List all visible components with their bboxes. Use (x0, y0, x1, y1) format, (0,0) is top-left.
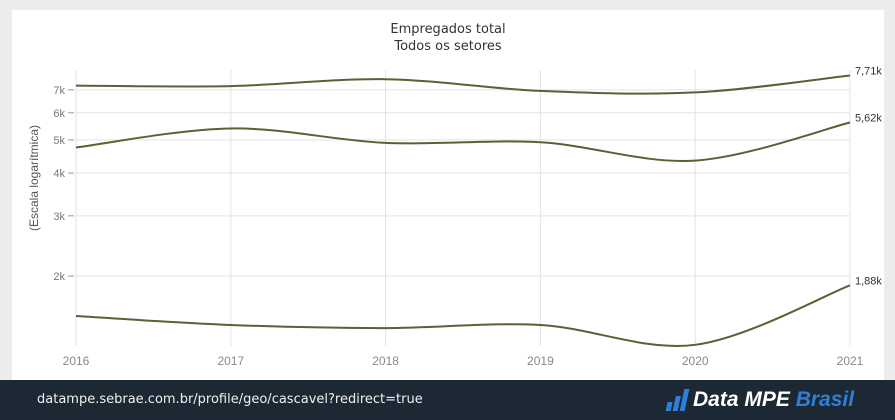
footer-url[interactable]: datampe.sebrae.com.br/profile/geo/cascav… (37, 392, 423, 407)
chart-card: Empregados total Todos os setores 2k 3k 4k… (12, 10, 884, 380)
x-tick-label: 2021 (837, 354, 864, 368)
x-tick-label: 2016 (63, 354, 90, 368)
y-tick-label: 3k (53, 211, 65, 223)
series-line-3 (75, 284, 851, 347)
y-tick-label: 4k (53, 168, 65, 180)
series-line-2 (75, 121, 851, 162)
y-tick-label: 2k (53, 271, 65, 283)
chart-subtitle: Todos os setores (394, 39, 502, 54)
brand-text: Data MPE Brasil (693, 388, 854, 412)
brand-main: Data MPE (693, 388, 796, 411)
chart-title: Empregados total (390, 22, 506, 37)
x-tick-label: 2020 (682, 354, 709, 368)
y-tick-label: 6k (53, 108, 65, 120)
y-axis-label: (Escala logarítmica) (27, 125, 41, 231)
line-chart: 2k 3k 4k 5k 6k 7k 2016 2017 2018 2019 2020 2021 (Esc… (27, 65, 882, 368)
x-tick-label: 2017 (217, 354, 244, 368)
x-tick-label: 2019 (527, 354, 554, 368)
brand-logo: Data MPE Brasil (665, 386, 854, 414)
footer-bar: datampe.sebrae.com.br/profile/geo/cascav… (0, 380, 895, 420)
x-tick-label: 2018 (372, 354, 399, 368)
brand-accent: Brasil (795, 388, 855, 411)
bar-chart-icon (665, 389, 690, 411)
series-end-label-2: 5,62k (855, 113, 882, 125)
series-end-label-3: 1,88k (855, 275, 882, 287)
y-tick-label: 5k (53, 135, 65, 147)
y-tick-label: 7k (53, 85, 65, 97)
series-line-1 (75, 74, 851, 95)
series-end-label-1: 7,71k (855, 65, 882, 77)
